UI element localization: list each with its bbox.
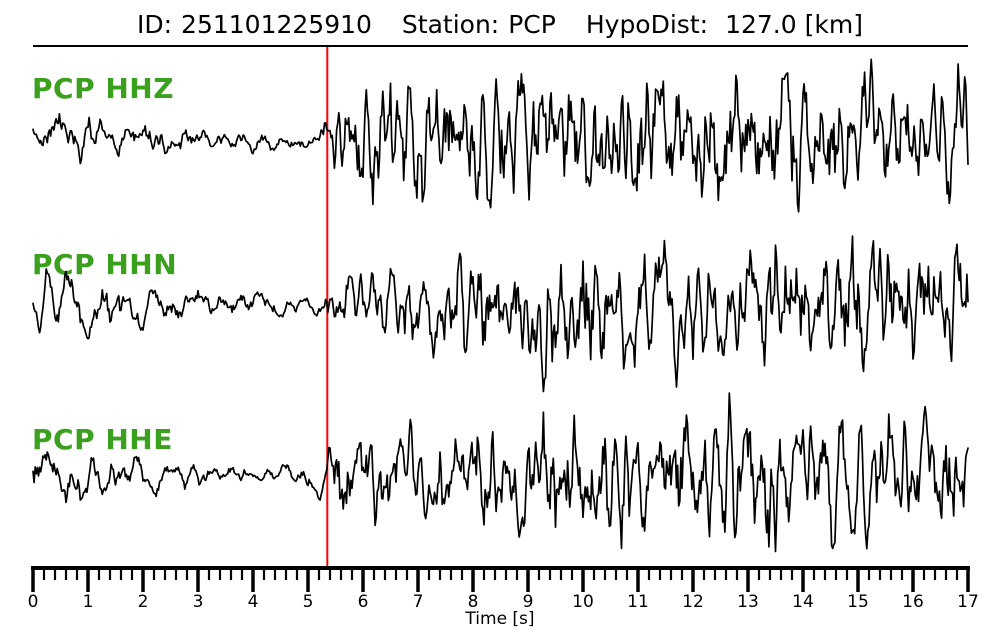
- event-id-label: ID:: [137, 10, 173, 39]
- x-axis-ticks: [31, 570, 970, 592]
- x-tick-label: 9: [523, 592, 534, 612]
- trace-label-hhz: PCP HHZ: [32, 72, 175, 105]
- x-tick-label: 17: [957, 592, 979, 612]
- trace-label-hhe: PCP HHE: [32, 423, 173, 456]
- x-tick-label: 14: [792, 592, 814, 612]
- hypodist-unit: [km]: [804, 10, 863, 39]
- x-axis-tick-labels: 0 1 2 3 4 5 6 7 8 9 10 11 12 13 14 15 16 17: [28, 592, 979, 612]
- waveform-pcp-hhn: [32, 235, 969, 393]
- x-tick-label: 1: [83, 592, 94, 612]
- waveform-pcp-hhe: [32, 392, 969, 553]
- event-id-value: 251101225910: [181, 10, 372, 39]
- station-group: Station: PCP: [401, 10, 556, 40]
- x-tick-label: 16: [902, 592, 924, 612]
- x-axis-title: Time [s]: [464, 609, 534, 629]
- station-value: PCP: [508, 10, 556, 39]
- hypodist-group: HypoDist: 127.0 [km]: [585, 10, 863, 40]
- x-tick-label: 5: [303, 592, 314, 612]
- x-tick-label: 12: [682, 592, 704, 612]
- x-tick-label: 2: [138, 592, 149, 612]
- waveform-traces: [32, 58, 969, 553]
- x-tick-label: 0: [28, 592, 39, 612]
- waveform-pcp-hhz: [32, 58, 969, 213]
- x-tick-label: 6: [358, 592, 369, 612]
- hypodist-value-unit: 127.0 [km]: [725, 10, 863, 40]
- hypodist-label: HypoDist:: [585, 10, 709, 39]
- x-tick-label: 4: [248, 592, 259, 612]
- station-label: Station:: [401, 10, 500, 39]
- x-tick-label: 3: [193, 592, 204, 612]
- x-tick-label: 7: [413, 592, 424, 612]
- hypodist-value: 127.0: [725, 10, 797, 39]
- figure-title: ID: 251101225910 Station: PCP HypoDist: …: [0, 10, 1000, 40]
- x-tick-label: 10: [572, 592, 594, 612]
- x-tick-label: 13: [737, 592, 759, 612]
- x-tick-label: 8: [468, 592, 479, 612]
- trace-label-hhn: PCP HHN: [32, 248, 178, 281]
- x-tick-label: 15: [847, 592, 869, 612]
- x-tick-label: 11: [627, 592, 649, 612]
- event-id-group: ID: 251101225910: [137, 10, 372, 40]
